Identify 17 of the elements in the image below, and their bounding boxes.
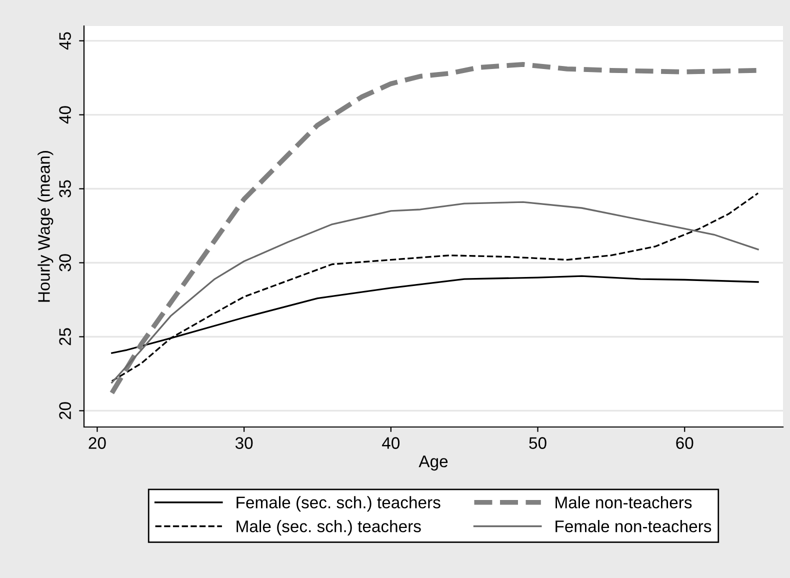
x-tick-label: 20 [88,437,106,449]
y-tick-label: 25 [59,328,71,346]
y-tick-label: 30 [59,254,71,272]
legend-label: Male (sec. sch.) teachers [236,520,421,536]
legend-label: Male non-teachers [556,496,692,508]
legend-label: Female non-teachers [556,520,712,532]
x-tick-label: 50 [529,437,546,449]
y-axis-title: Hourly Wage (mean) [38,150,54,302]
y-tick-label: 20 [59,402,71,420]
y-tick-label: 45 [59,32,71,50]
x-tick-label: 40 [382,437,400,449]
legend-label: Female (sec. sch.) teachers [236,496,440,512]
y-tick-label: 35 [59,180,71,198]
x-tick-label: 30 [235,437,253,449]
x-axis-title: Age [418,456,448,471]
x-tick-label: 60 [676,437,694,449]
y-tick-label: 40 [59,106,71,124]
